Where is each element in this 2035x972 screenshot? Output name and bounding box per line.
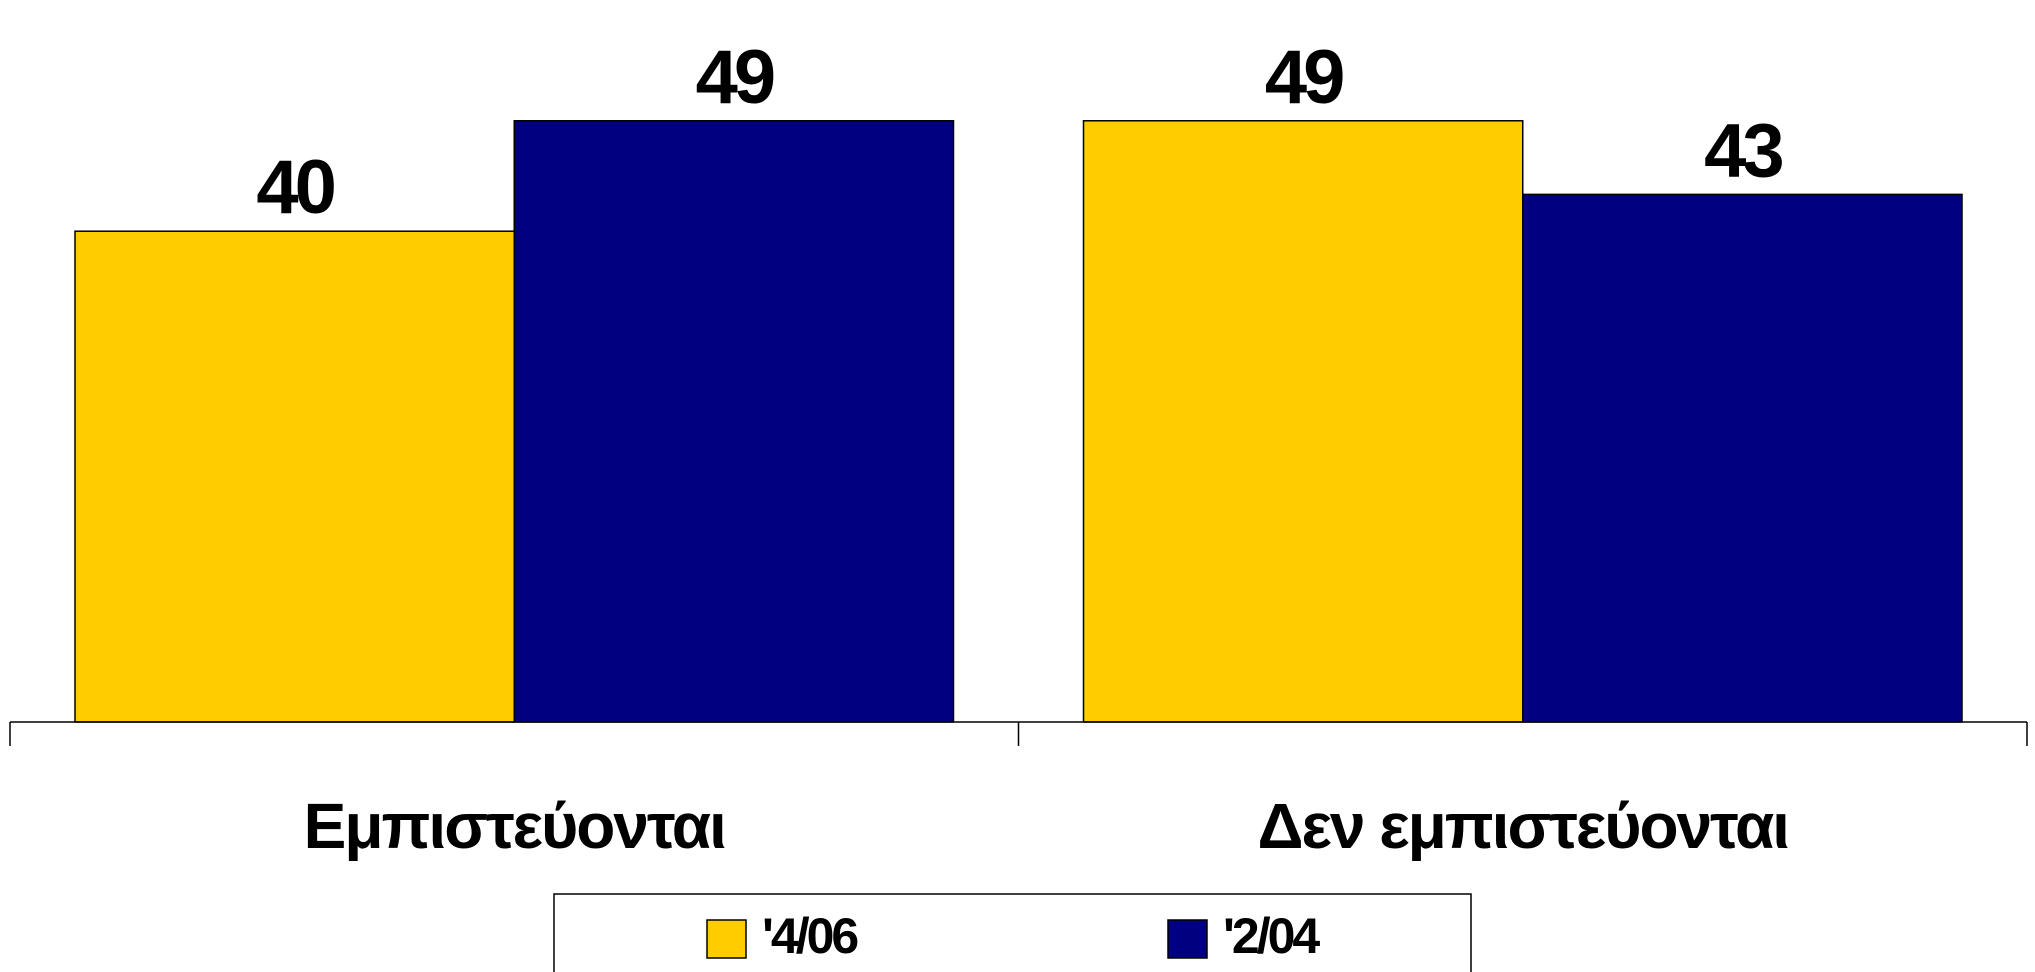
bar	[74, 230, 515, 723]
value-label: 49	[696, 35, 774, 120]
value-label: 49	[1265, 35, 1343, 120]
bar	[1082, 120, 1524, 723]
legend-label: '2/04	[1223, 908, 1320, 964]
legend-label: '4/06	[762, 908, 857, 964]
bar	[1522, 193, 1963, 723]
legend-swatch	[1167, 919, 1208, 959]
value-label: 40	[256, 145, 334, 230]
legend-swatch	[706, 919, 747, 959]
category-label: Εμπιστεύονται	[304, 790, 725, 862]
legend-box	[553, 893, 1472, 972]
category-label: Δεν εμπιστεύονται	[1257, 790, 1788, 862]
bar	[513, 120, 955, 723]
value-label: 43	[1704, 108, 1782, 193]
